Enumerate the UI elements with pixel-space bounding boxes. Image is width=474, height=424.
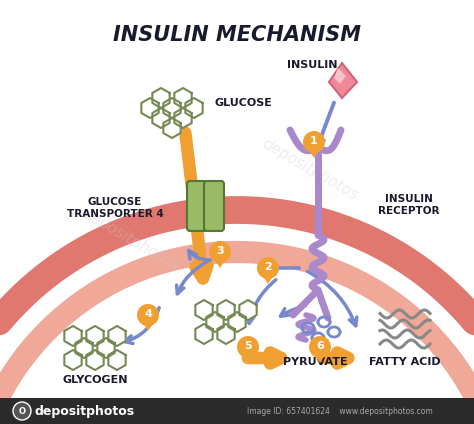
Polygon shape [86, 350, 104, 370]
Circle shape [257, 257, 279, 279]
Polygon shape [185, 98, 203, 118]
Text: O: O [18, 407, 26, 416]
Polygon shape [152, 108, 170, 128]
Polygon shape [109, 326, 126, 346]
Text: INSULIN
RECEPTOR: INSULIN RECEPTOR [378, 194, 439, 216]
Polygon shape [218, 324, 235, 344]
FancyBboxPatch shape [204, 181, 224, 231]
Text: 2: 2 [264, 262, 272, 272]
Circle shape [209, 241, 231, 263]
Polygon shape [329, 63, 357, 98]
Circle shape [237, 336, 259, 358]
Polygon shape [143, 323, 153, 331]
Text: depositphotos: depositphotos [79, 206, 181, 273]
Polygon shape [195, 300, 213, 320]
Polygon shape [164, 118, 181, 138]
Circle shape [309, 336, 331, 358]
Text: depositphotos: depositphotos [259, 137, 361, 204]
Polygon shape [309, 150, 319, 158]
Text: GLUCOSE
TRANSPORTER 4: GLUCOSE TRANSPORTER 4 [67, 197, 164, 219]
Polygon shape [334, 68, 346, 84]
Circle shape [303, 131, 325, 153]
Text: 4: 4 [144, 309, 152, 319]
Polygon shape [64, 350, 82, 370]
Polygon shape [218, 300, 235, 320]
Polygon shape [64, 326, 82, 346]
Text: GLUCOSE: GLUCOSE [215, 98, 273, 108]
Polygon shape [141, 98, 159, 118]
Polygon shape [75, 338, 92, 358]
Polygon shape [152, 88, 170, 108]
Polygon shape [174, 88, 191, 108]
Polygon shape [215, 260, 225, 268]
Text: 5: 5 [244, 341, 252, 351]
Polygon shape [174, 108, 191, 128]
Text: FATTY ACID: FATTY ACID [369, 357, 441, 367]
Text: PYRUVATE: PYRUVATE [283, 357, 347, 367]
Polygon shape [263, 276, 273, 284]
Bar [0, 398, 474, 424]
Text: 3: 3 [216, 246, 224, 256]
Text: GLYCOGEN: GLYCOGEN [62, 375, 128, 385]
Polygon shape [206, 312, 224, 332]
Polygon shape [97, 338, 115, 358]
Text: 6: 6 [316, 341, 324, 351]
Polygon shape [195, 324, 213, 344]
Polygon shape [243, 355, 253, 363]
Circle shape [13, 402, 31, 420]
Text: 1: 1 [310, 136, 318, 146]
Polygon shape [109, 350, 126, 370]
Circle shape [137, 304, 159, 326]
Text: INSULIN MECHANISM: INSULIN MECHANISM [113, 25, 361, 45]
FancyBboxPatch shape [187, 181, 207, 231]
Text: depositphotos: depositphotos [35, 404, 135, 418]
Polygon shape [239, 300, 256, 320]
Polygon shape [164, 98, 181, 118]
Polygon shape [86, 326, 104, 346]
Text: INSULIN: INSULIN [287, 60, 337, 70]
Text: Image ID: 657401624    www.depositphotos.com: Image ID: 657401624 www.depositphotos.co… [247, 407, 433, 416]
Polygon shape [228, 312, 246, 332]
Polygon shape [315, 355, 325, 363]
